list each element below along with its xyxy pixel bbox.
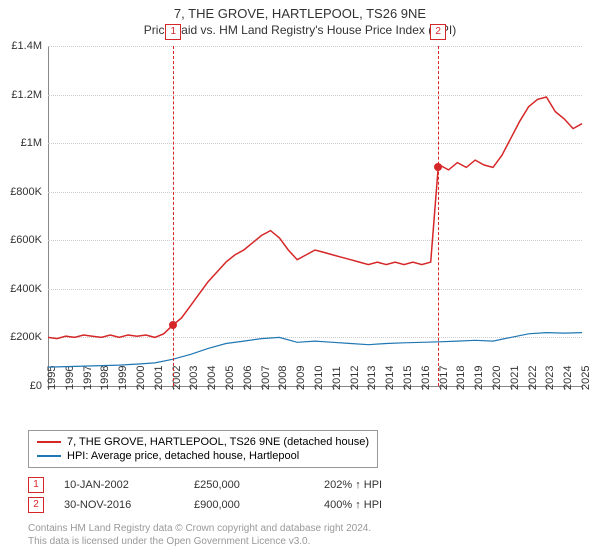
legend-item: HPI: Average price, detached house, Hart…	[37, 449, 369, 463]
transactions-list: 1 10-JAN-2002 £250,000 202% ↑ HPI 2 30-N…	[28, 475, 434, 515]
transaction-row: 2 30-NOV-2016 £900,000 400% ↑ HPI	[28, 495, 434, 515]
y-tick-label: £400K	[10, 283, 42, 295]
transaction-date: 10-JAN-2002	[64, 479, 174, 491]
chart-container: 7, THE GROVE, HARTLEPOOL, TS26 9NE Price…	[0, 0, 600, 560]
marker-label: 2	[430, 24, 446, 40]
series-hpi	[48, 333, 582, 368]
page-subtitle: Price paid vs. HM Land Registry's House …	[0, 21, 600, 41]
credits: Contains HM Land Registry data © Crown c…	[28, 522, 371, 548]
credits-line: Contains HM Land Registry data © Crown c…	[28, 522, 371, 535]
transaction-row: 1 10-JAN-2002 £250,000 202% ↑ HPI	[28, 475, 434, 495]
legend: 7, THE GROVE, HARTLEPOOL, TS26 9NE (deta…	[28, 430, 378, 468]
series-price_paid	[48, 97, 582, 339]
page-title: 7, THE GROVE, HARTLEPOOL, TS26 9NE	[0, 0, 600, 21]
y-tick-label: £0	[30, 380, 42, 392]
legend-swatch	[37, 441, 61, 443]
transaction-pct: 202% ↑ HPI	[324, 479, 434, 491]
transaction-price: £250,000	[194, 479, 304, 491]
credits-line: This data is licensed under the Open Gov…	[28, 535, 371, 548]
legend-swatch	[37, 455, 61, 457]
legend-label: HPI: Average price, detached house, Hart…	[67, 450, 299, 462]
marker-line	[173, 46, 174, 386]
y-tick-label: £200K	[10, 331, 42, 343]
marker-label: 1	[165, 24, 181, 40]
transaction-price: £900,000	[194, 499, 304, 511]
y-tick-label: £1M	[21, 137, 42, 149]
marker-point-icon	[169, 321, 177, 329]
y-tick-label: £800K	[10, 186, 42, 198]
marker-point-icon	[434, 163, 442, 171]
y-tick-label: £1.2M	[11, 89, 42, 101]
y-tick-label: £1.4M	[11, 40, 42, 52]
transaction-marker-icon: 2	[28, 497, 44, 513]
chart-plot-area: £0£200K£400K£600K£800K£1M£1.2M£1.4M 1995…	[48, 46, 582, 386]
marker-line	[438, 46, 439, 386]
transaction-marker-icon: 1	[28, 477, 44, 493]
transaction-pct: 400% ↑ HPI	[324, 499, 434, 511]
legend-item: 7, THE GROVE, HARTLEPOOL, TS26 9NE (deta…	[37, 435, 369, 449]
legend-label: 7, THE GROVE, HARTLEPOOL, TS26 9NE (deta…	[67, 436, 369, 448]
chart-lines	[48, 46, 582, 386]
transaction-date: 30-NOV-2016	[64, 499, 174, 511]
y-tick-label: £600K	[10, 234, 42, 246]
